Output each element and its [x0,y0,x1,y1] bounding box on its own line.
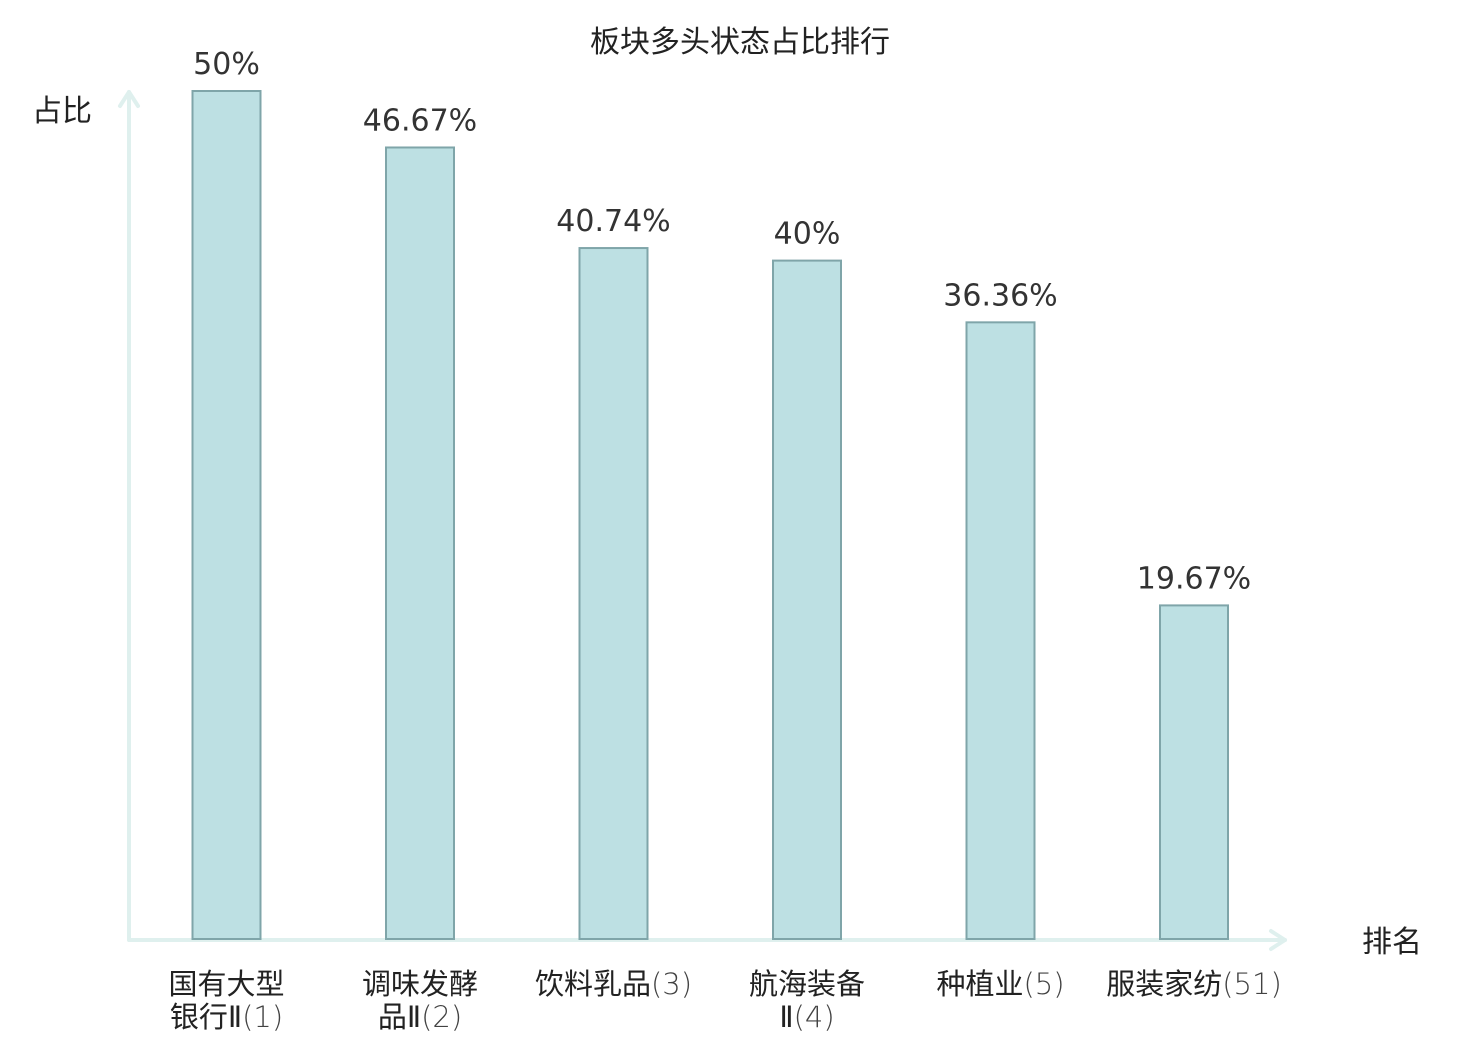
category-rank: (51) [1222,967,1282,1001]
bar-2 [385,146,455,940]
bars-group [191,90,1229,941]
category-label-2-line-1: 调味发酵 [362,967,478,1001]
value-label-3: 40.74% [556,204,670,239]
value-labels-group: 50% 46.67% 40.74% 40% 36.36% 19.67% [193,47,1251,596]
y-axis-label: 占比 [32,94,92,129]
axes [118,90,1287,951]
chart-title: 板块多头状态占比排行 [590,25,890,60]
category-name: 银行Ⅱ [170,1000,242,1034]
category-rank: (3) [651,967,692,1001]
value-label-2: 46.67% [363,103,477,138]
category-rank: (2) [421,1000,462,1034]
category-name: Ⅱ [779,1000,793,1034]
bar-1 [191,90,262,940]
category-label-4-line-2: Ⅱ(4) [779,1000,834,1034]
y-axis-arrow-icon [118,90,140,108]
category-name: 航海装备 [749,967,865,1001]
bar-4 [772,259,842,941]
value-label-5: 36.36% [943,278,1057,313]
category-name: 调味发酵 [362,967,478,1001]
category-name: 国有大型 [168,967,284,1001]
category-rank: (1) [242,1000,283,1034]
category-rank: (4) [794,1000,835,1034]
bar-3 [578,247,649,940]
value-label-4: 40% [774,217,841,252]
category-name: 品Ⅱ [378,1000,421,1034]
category-name: 服装家纺 [1106,967,1222,1001]
value-label-6: 19.67% [1137,561,1251,596]
category-label-6-line-1: 服装家纺(51) [1106,967,1282,1001]
value-label-1: 50% [193,47,260,82]
category-label-1-line-2: 银行Ⅱ(1) [170,1000,283,1034]
category-label-5-line-1: 种植业(5) [936,967,1064,1001]
category-label-2-line-2: 品Ⅱ(2) [378,1000,462,1034]
category-name: 饮料乳品 [535,967,651,1001]
category-rank: (5) [1023,967,1064,1001]
category-label-3-line-1: 饮料乳品(3) [535,967,692,1001]
x-axis-arrow-icon [1269,929,1287,951]
bar-6 [1159,604,1229,940]
bar-5 [965,321,1036,940]
category-label-1-line-1: 国有大型 [168,967,284,1001]
x-axis-label: 排名 [1362,925,1422,960]
category-label-4-line-1: 航海装备 [749,967,865,1001]
category-name: 种植业 [936,967,1023,1001]
